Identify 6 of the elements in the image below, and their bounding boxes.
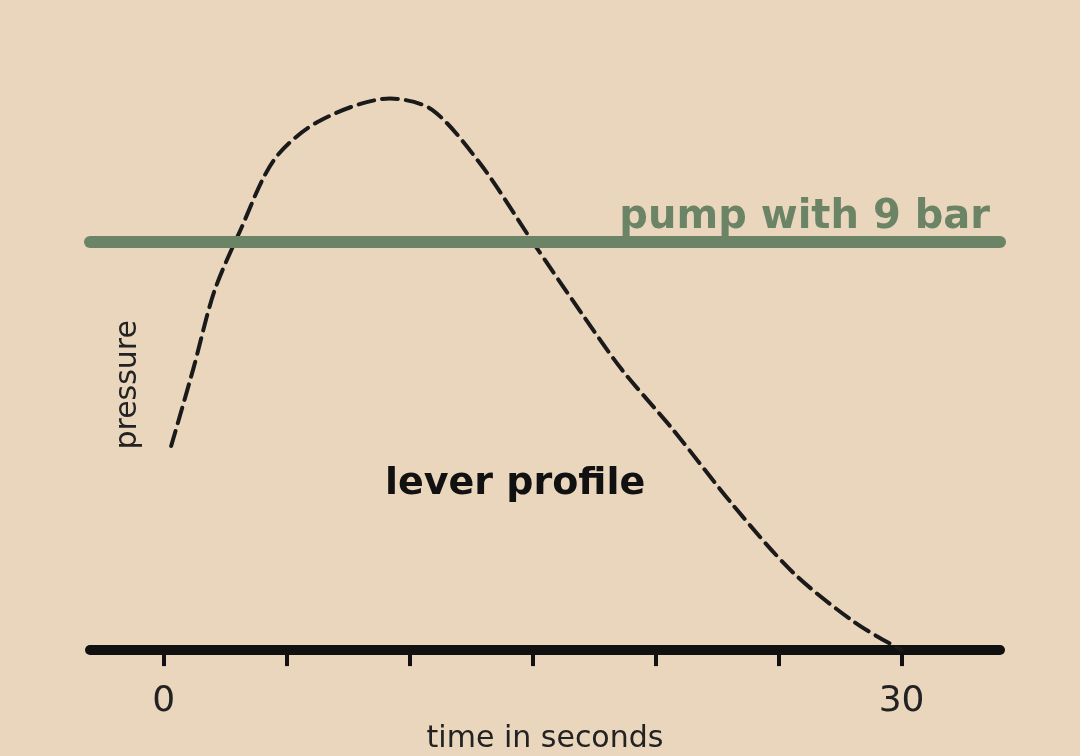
annotation: lever profile	[385, 459, 646, 503]
y-axis-title: pressure	[107, 319, 143, 450]
ref-line-label: pump with 9 bar	[619, 190, 991, 237]
x-axis-title: time in seconds	[426, 718, 664, 754]
x-tick-label: 0	[152, 677, 176, 719]
x-tick-label: 30	[878, 677, 925, 719]
